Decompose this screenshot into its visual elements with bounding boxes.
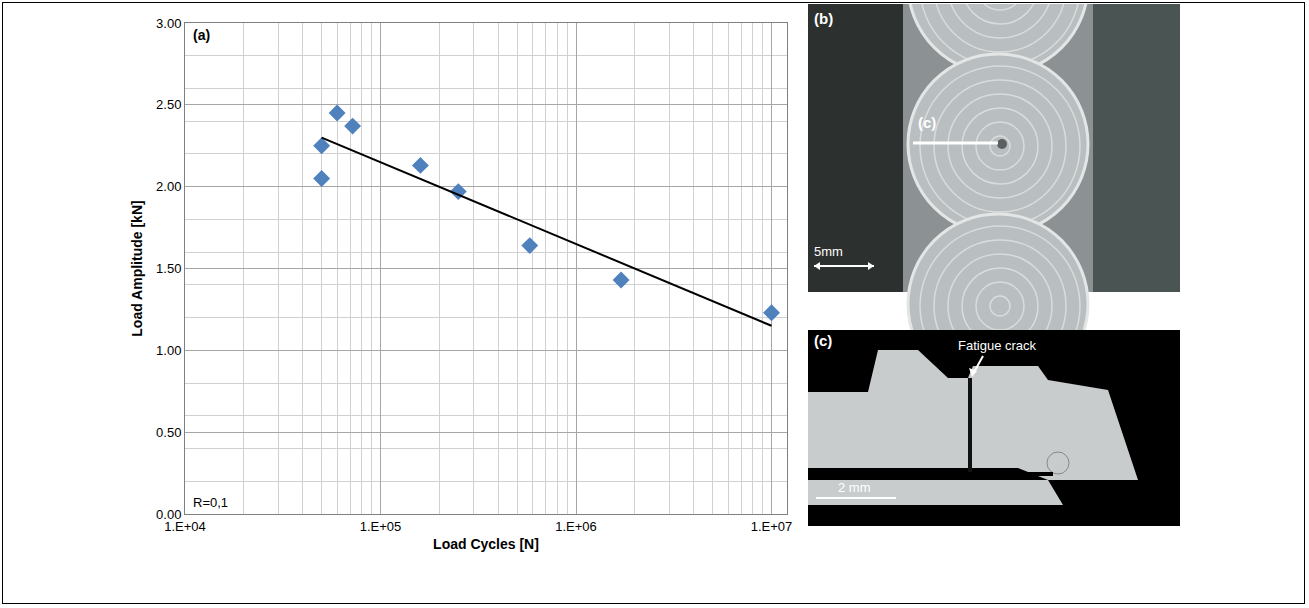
svg-text:(b): (b)	[814, 10, 833, 27]
svg-text:5mm: 5mm	[814, 244, 843, 259]
svg-text:2 mm: 2 mm	[838, 480, 871, 495]
svg-text:R=0,1: R=0,1	[193, 495, 228, 510]
svg-text:1.E+04: 1.E+04	[164, 519, 206, 534]
svg-text:(c): (c)	[814, 332, 832, 349]
svg-text:Load Amplitude [kN]: Load Amplitude [kN]	[129, 200, 145, 336]
svg-text:Load Cycles [N]: Load Cycles [N]	[433, 536, 539, 552]
svg-text:1.00: 1.00	[156, 343, 181, 358]
svg-text:Fatigue crack: Fatigue crack	[958, 338, 1037, 353]
svg-text:2.00: 2.00	[156, 179, 181, 194]
svg-text:1.E+06: 1.E+06	[555, 519, 597, 534]
svg-text:2.50: 2.50	[156, 97, 181, 112]
svg-text:0.50: 0.50	[156, 425, 181, 440]
svg-text:1.E+07: 1.E+07	[751, 519, 793, 534]
svg-text:(c): (c)	[918, 114, 936, 131]
svg-text:0.00: 0.00	[156, 507, 181, 522]
svg-text:(a): (a)	[193, 27, 210, 43]
svg-text:3.00: 3.00	[156, 16, 181, 31]
svg-text:1.50: 1.50	[156, 261, 181, 276]
svg-text:1.E+05: 1.E+05	[360, 519, 402, 534]
